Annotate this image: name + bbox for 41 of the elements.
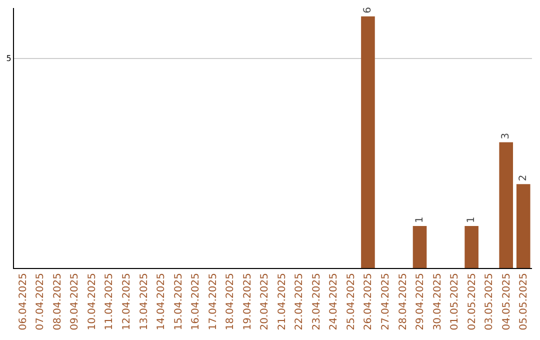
x-tick-label: 28.04.2025 <box>398 273 409 330</box>
x-tick-label: 26.04.2025 <box>363 273 374 330</box>
x-tick-label: 10.04.2025 <box>86 273 98 330</box>
x-tick-label: 24.04.2025 <box>328 273 340 330</box>
x-tick-label: 22.04.2025 <box>294 273 306 330</box>
x-tick-label: 23.04.2025 <box>311 273 322 330</box>
x-tick-label: 17.04.2025 <box>208 273 219 330</box>
bar <box>499 142 514 268</box>
data-label: 3 <box>500 132 512 140</box>
x-tick-label: 05.05.2025 <box>518 273 530 330</box>
x-tick-label: 06.04.2025 <box>18 273 29 330</box>
x-tick-label: 14.04.2025 <box>156 273 168 330</box>
x-tick-label: 30.04.2025 <box>432 273 444 330</box>
x-tick-label: 01.05.2025 <box>450 273 461 330</box>
x-tick-label: 08.04.2025 <box>52 273 64 330</box>
x-tick-label: 19.04.2025 <box>242 273 254 330</box>
data-label: 1 <box>414 216 426 224</box>
data-label: 1 <box>466 216 478 224</box>
bar <box>516 184 530 268</box>
x-tick-label: 21.04.2025 <box>276 273 288 330</box>
bar <box>361 16 375 268</box>
x-tick-label: 25.04.2025 <box>346 273 357 330</box>
x-tick-label: 27.04.2025 <box>380 273 392 330</box>
x-tick-label: 20.04.2025 <box>260 273 271 330</box>
x-tick-label: 03.05.2025 <box>484 273 496 330</box>
x-tick-label: 12.04.2025 <box>121 273 132 330</box>
data-label: 6 <box>362 7 374 14</box>
x-tick-label: 11.04.2025 <box>104 273 116 330</box>
x-tick-label: 07.04.2025 <box>35 273 46 330</box>
x-tick-label: 18.04.2025 <box>225 273 236 330</box>
x-tick-label: 04.05.2025 <box>501 273 512 330</box>
x-tick-label: 09.04.2025 <box>70 273 81 330</box>
x-tick-label: 15.04.2025 <box>173 273 184 330</box>
bar <box>464 226 478 268</box>
x-tick-label: 29.04.2025 <box>415 273 426 330</box>
x-tick-label: 16.04.2025 <box>190 273 202 330</box>
x-tick-label: 02.05.2025 <box>466 273 478 330</box>
x-tick-label: 13.04.2025 <box>138 273 150 330</box>
y-tick-label: 5 <box>6 54 12 64</box>
data-label: 2 <box>518 174 529 182</box>
bar <box>412 226 427 268</box>
